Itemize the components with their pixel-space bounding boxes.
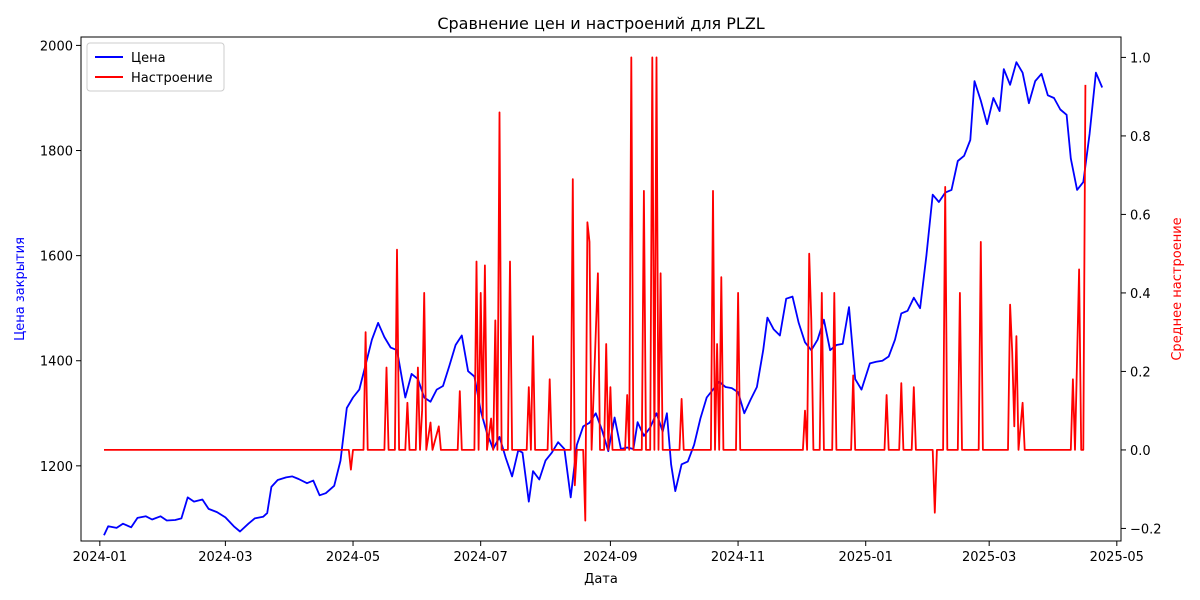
y-axis-left-label: Цена закрытия xyxy=(13,237,28,341)
plot-lines xyxy=(103,56,1104,536)
y-axis-right-label: Среднее настроение xyxy=(1170,217,1185,360)
x-tick-label: 2025-01 xyxy=(839,550,893,565)
chart-title: Сравнение цен и настроений для PLZL xyxy=(437,14,764,33)
x-axis: 2024-01 2024-03 2024-05 2024-07 2024-09 2024-… xyxy=(73,541,1144,565)
y-left-tick-label: 1400 xyxy=(40,355,73,370)
x-tick-label: 2024-09 xyxy=(583,550,637,565)
legend: Цена Настроение xyxy=(86,42,225,92)
x-tick-label: 2025-03 xyxy=(962,550,1016,565)
y-right-tick-label: −0.2 xyxy=(1130,522,1162,537)
y-left-tick-label: 1800 xyxy=(40,145,73,160)
y-left-tick-label: 1200 xyxy=(40,460,73,475)
x-tick-label: 2025-05 xyxy=(1090,550,1144,565)
y-right-tick-label: 0.4 xyxy=(1130,287,1151,302)
plot-frame xyxy=(80,36,1122,542)
sentiment-series-line xyxy=(104,56,1087,522)
legend-label-price: Цена xyxy=(131,51,166,66)
y-right-tick-label: 0.0 xyxy=(1130,444,1151,459)
legend-box xyxy=(86,42,225,92)
legend-label-sentiment: Настроение xyxy=(131,71,213,86)
y-right-tick-label: 0.6 xyxy=(1130,208,1151,223)
x-tick-label: 2024-03 xyxy=(198,550,252,565)
y-right-tick-label: 1.0 xyxy=(1130,51,1151,66)
y-axis-left: 1200 1400 1600 1800 2000 xyxy=(40,39,81,475)
x-tick-label: 2024-07 xyxy=(454,550,508,565)
y-axis-right: −0.2 0.0 0.2 0.4 0.6 0.8 1.0 xyxy=(1121,51,1162,537)
y-right-tick-label: 0.2 xyxy=(1130,365,1151,380)
x-axis-label: Дата xyxy=(584,572,618,587)
x-tick-label: 2024-11 xyxy=(711,550,765,565)
y-left-tick-label: 2000 xyxy=(40,39,73,54)
y-right-tick-label: 0.8 xyxy=(1130,130,1151,145)
x-tick-label: 2024-05 xyxy=(326,550,380,565)
x-tick-label: 2024-01 xyxy=(73,550,127,565)
y-left-tick-label: 1600 xyxy=(40,250,73,265)
